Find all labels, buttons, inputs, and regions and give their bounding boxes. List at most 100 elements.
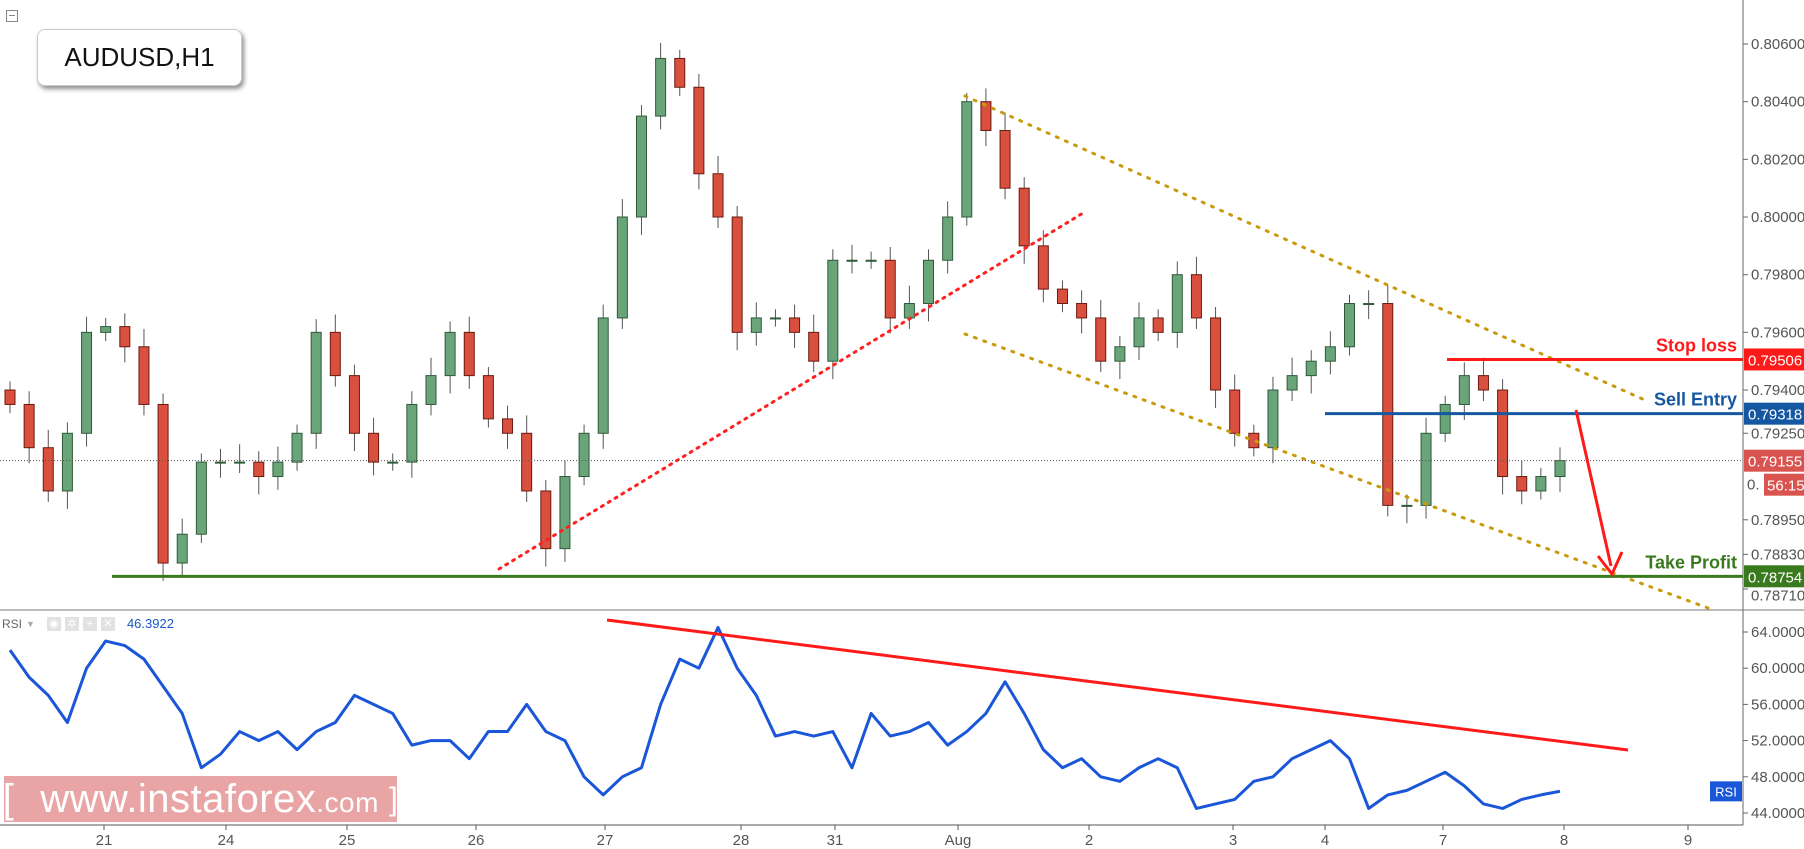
candle-body [1344,303,1356,348]
rsi-tick-label: 44.0000 [1751,805,1804,822]
candle [1401,494,1413,524]
candle [42,429,54,502]
price-tick-label: 0.79600 [1751,324,1804,341]
candle-body [1305,360,1317,377]
candle-body [731,216,743,333]
date-label: 28 [733,832,750,849]
date-label: 8 [1560,832,1568,849]
candle [1324,331,1336,375]
candle-body [655,57,667,117]
price-tick-label: 0.80200 [1751,151,1804,168]
candle-body [310,331,322,434]
candle-body [1267,389,1279,449]
candle [1497,379,1509,495]
candle-body [616,216,628,319]
candle-body [578,432,590,478]
date-label: 24 [218,832,235,849]
candle [138,328,150,416]
candle-body [1018,187,1030,247]
rsi-tick-label: 56.0000 [1751,696,1804,713]
candle-body [846,259,858,262]
candle-body [42,447,54,492]
candle-body [1401,504,1413,507]
candle-body [1477,375,1489,391]
candle [827,249,839,380]
candle-body [138,346,150,405]
date-label: 21 [96,832,113,849]
minimize-icon[interactable] [6,10,18,22]
candle-body [1535,476,1547,492]
rsi-value: 46.3922 [126,616,174,631]
take-profit-price-label: 0.78754 [1748,569,1802,586]
date-label: 4 [1321,832,1329,849]
candle [884,247,896,334]
candle [942,201,954,274]
plus-icon[interactable]: + [82,616,97,631]
rsi-axis-tag [1710,781,1742,802]
candle [1267,376,1279,464]
candle-body [502,418,514,434]
candle-body [329,331,341,377]
candle [616,199,628,329]
candle-body [425,375,437,405]
candle [1535,467,1547,500]
rsi-pane: RSI [8,618,1742,810]
candle-body [789,317,801,333]
candle [502,405,514,449]
candle-body [482,375,494,420]
candle-body [1286,375,1298,391]
stop-loss-price-box [1744,348,1804,371]
candle [329,314,341,387]
watermark-text: www.instaforex [40,777,317,821]
date-label: 31 [827,832,844,849]
price-tick-label: 0.80000 [1751,209,1804,226]
candle-body [1554,460,1566,478]
last-price-box [1744,449,1804,472]
candle [1210,306,1222,408]
candle [769,309,781,327]
channel-lower-line [963,332,1710,610]
candle [310,319,322,449]
watermark-bracket: [ [2,777,15,821]
chevron-down-icon[interactable]: ▼ [26,618,35,629]
close-icon[interactable]: ✕ [100,616,115,631]
price-tick-label: 0.80600 [1751,36,1804,53]
candle [1458,362,1470,421]
candle [1056,280,1068,313]
eye-icon[interactable]: ◉ [46,616,61,631]
candle [540,480,552,567]
candle-body [1056,288,1068,305]
candle-body [884,259,896,319]
candle [1171,261,1183,348]
candle [578,424,590,486]
price-tick-label: 0.80400 [1751,94,1804,111]
price-tick-label: 0.78950 [1751,512,1804,529]
candle [214,448,226,478]
candle [1516,460,1528,505]
candle [1114,335,1126,380]
stop-loss-label: Stop loss [1656,335,1737,355]
candle [903,285,915,329]
rsi-legend-name: RSI [2,616,23,631]
candle [597,304,609,449]
watermark-tld: .com [316,787,379,818]
candle-body [176,533,188,564]
gear-icon[interactable]: ✲ [64,616,79,631]
candle-body [100,326,112,333]
candle-body [1210,317,1222,391]
date-label: 27 [597,832,614,849]
candle [1190,256,1202,329]
support-trendline [497,211,1085,571]
candle [655,42,667,130]
candle [119,313,131,363]
price-tick-label: 0.79800 [1751,267,1804,284]
candle-body [1324,346,1336,362]
candle [482,366,494,428]
candle-body [827,259,839,362]
rsi-axis-tag-label: RSI [1715,784,1737,799]
candle [253,451,265,495]
stop-loss-price-label: 0.79506 [1748,352,1802,369]
candle-body [81,331,93,434]
